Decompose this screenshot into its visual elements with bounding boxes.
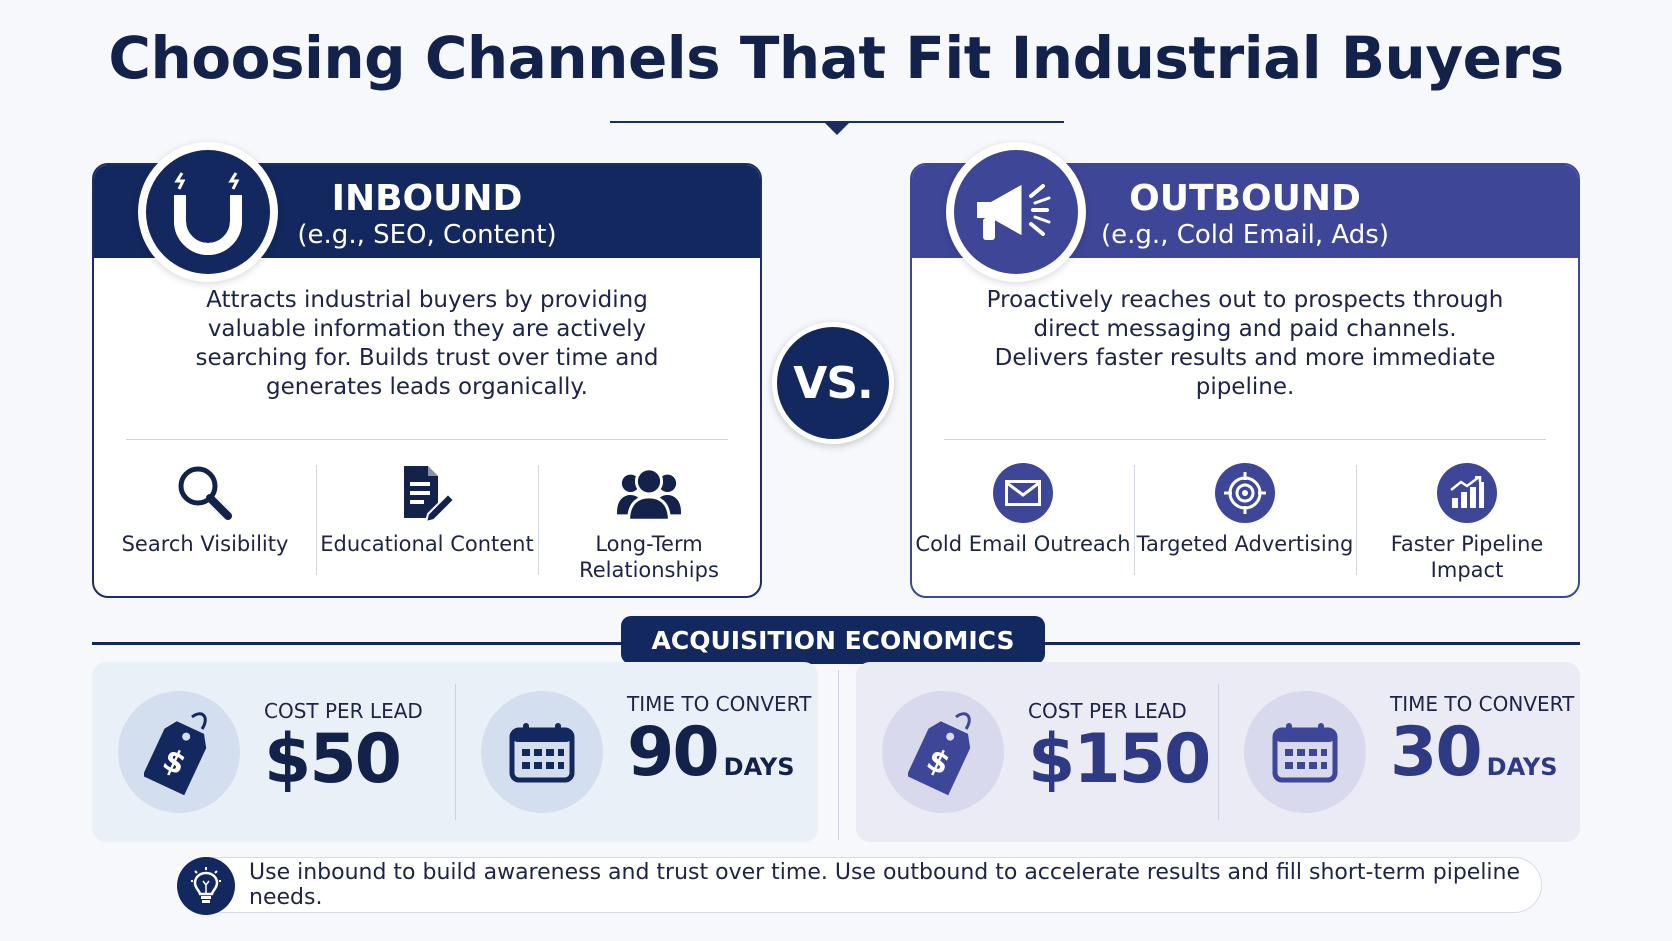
lightbulb-icon <box>177 857 235 915</box>
inbound-cost-per-lead: $ COST PER LEAD $50 <box>92 662 455 842</box>
feature-label: Search Visibility <box>121 532 289 556</box>
price-tag-icon: $ <box>882 691 1004 813</box>
inbound-economics: $ COST PER LEAD $50 TIME TO CONVERT 90 DA… <box>92 662 818 842</box>
outbound-time-to-convert: TIME TO CONVERT 30 DAYS <box>1218 662 1580 842</box>
inbound-description: Attracts industrial buyers by providing … <box>195 287 659 400</box>
inbound-features: Search Visibility Educational Content Lo… <box>94 455 760 585</box>
calendar-icon <box>1244 691 1366 813</box>
feature-search-visibility: Search Visibility <box>94 455 316 585</box>
feature-label: Targeted Advertising <box>1136 532 1354 556</box>
outbound-features: Cold Email Outreach Targeted Advertising… <box>912 455 1578 585</box>
economics-label: ACQUISITION ECONOMICS <box>621 616 1045 664</box>
outbound-divider <box>944 439 1546 440</box>
feature-label: Faster Pipeline Impact <box>1390 532 1544 582</box>
tip-text: Use inbound to build awareness and trust… <box>249 860 1521 910</box>
feature-educational-content: Educational Content <box>316 455 538 585</box>
feature-faster-pipeline-impact: Faster Pipeline Impact <box>1356 455 1578 585</box>
metric-value: 30 DAYS <box>1390 716 1574 804</box>
inbound-badge <box>138 142 278 282</box>
metric-unit: DAYS <box>1486 753 1558 781</box>
search-icon <box>173 461 237 525</box>
feature-long-term-relationships: Long-Term Relationships <box>538 455 760 585</box>
feature-label: Long-Term Relationships <box>579 532 719 582</box>
outbound-title: OUTBOUND <box>1129 178 1361 219</box>
metric-label: COST PER LEAD <box>264 699 423 723</box>
economics-separator <box>838 670 839 840</box>
page-title: Choosing Channels That Fit Industrial Bu… <box>108 24 1564 92</box>
outbound-badge <box>946 142 1086 282</box>
metric-unit: DAYS <box>723 753 795 781</box>
outbound-description: Proactively reaches out to prospects thr… <box>986 287 1504 400</box>
metric-value: $50 <box>264 720 402 799</box>
metric-value: $150 <box>1028 720 1211 799</box>
feature-label: Educational Content <box>320 532 534 556</box>
metric-label: COST PER LEAD <box>1028 699 1187 723</box>
metric-number: 90 <box>627 713 720 792</box>
metric-number: 30 <box>1390 713 1483 792</box>
growth-chart-icon <box>1437 463 1497 523</box>
metric-value: 90 DAYS <box>627 716 811 804</box>
inbound-time-to-convert: TIME TO CONVERT 90 DAYS <box>455 662 818 842</box>
tip-banner: Use inbound to build awareness and trust… <box>177 857 1542 915</box>
price-tag-icon: $ <box>118 691 240 813</box>
megaphone-icon <box>954 150 1078 274</box>
envelope-icon <box>993 463 1053 523</box>
feature-cold-email-outreach: Cold Email Outreach <box>912 455 1134 585</box>
outbound-economics: $ COST PER LEAD $150 TIME TO CONVERT 30 D… <box>856 662 1580 842</box>
target-icon <box>1215 463 1275 523</box>
outbound-subtitle: (e.g., Cold Email, Ads) <box>1101 220 1389 250</box>
inbound-subtitle: (e.g., SEO, Content) <box>297 220 557 250</box>
magnet-icon <box>146 150 270 274</box>
outbound-cost-per-lead: $ COST PER LEAD $150 <box>856 662 1218 842</box>
inbound-divider <box>126 439 728 440</box>
calendar-icon <box>481 691 603 813</box>
inbound-title: INBOUND <box>331 178 523 219</box>
metric-label: TIME TO CONVERT <box>1390 692 1575 716</box>
feature-label: Cold Email Outreach <box>915 532 1131 556</box>
title-divider-notch <box>824 122 850 135</box>
vs-badge: VS. <box>772 322 894 444</box>
people-icon <box>617 461 681 525</box>
feature-targeted-advertising: Targeted Advertising <box>1134 455 1356 585</box>
metric-label: TIME TO CONVERT <box>627 692 812 716</box>
document-edit-icon <box>395 461 459 525</box>
